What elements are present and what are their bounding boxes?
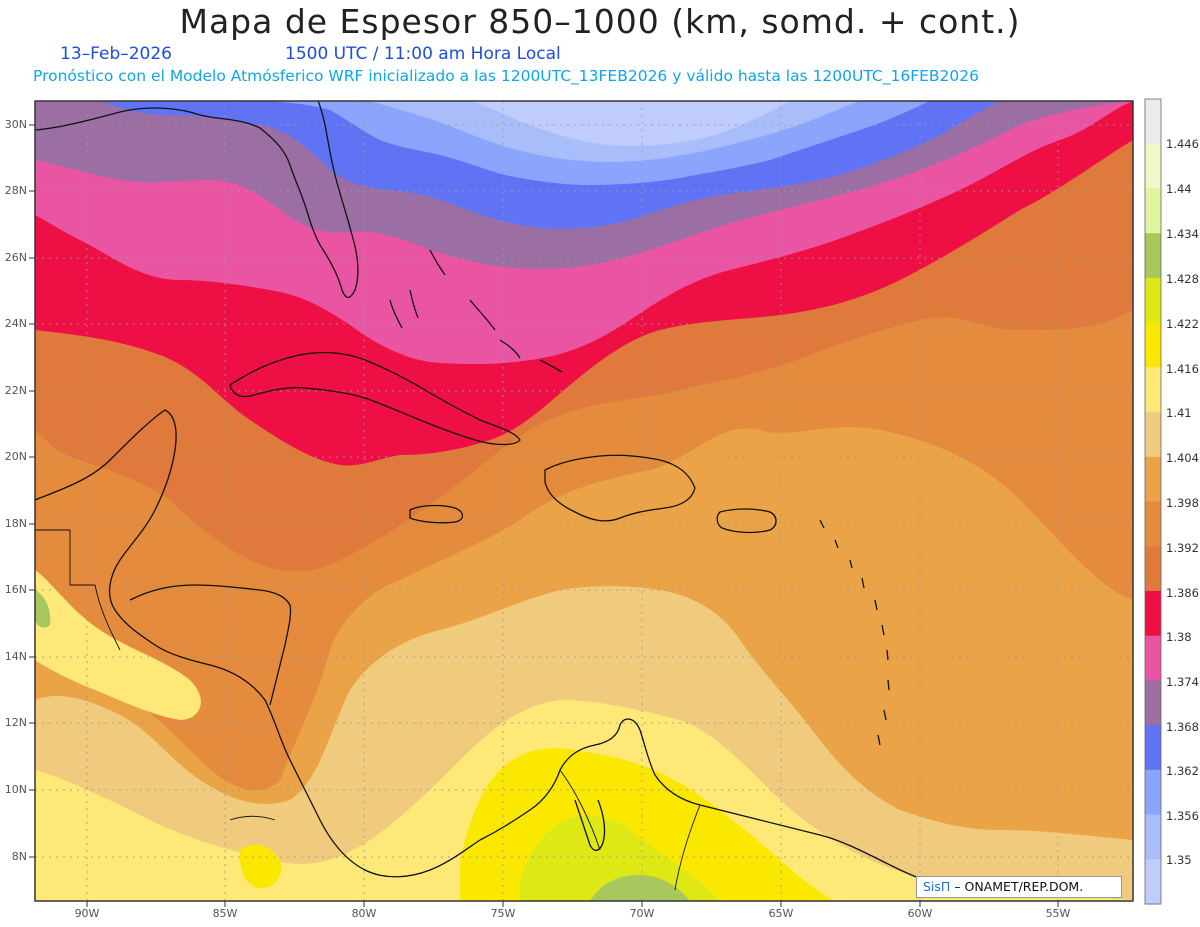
colorbar-swatch xyxy=(1145,188,1161,234)
colorbar-label: 1.386 xyxy=(1166,586,1199,600)
border-nicaragua-costa-rica xyxy=(229,815,276,821)
colorbar-label: 1.434 xyxy=(1166,227,1199,241)
lon-label: 55W xyxy=(1045,907,1071,920)
colorbar-swatch xyxy=(1145,456,1161,503)
colorbar-swatch xyxy=(1145,725,1161,771)
lat-lon-grid xyxy=(35,101,1133,901)
colorbar-swatch xyxy=(1145,546,1161,592)
colorbar-label: 1.416 xyxy=(1166,362,1199,376)
band-coastal-green xyxy=(35,590,51,628)
border-venezuela-guyana xyxy=(674,804,701,891)
colorbar-swatch xyxy=(1145,501,1161,547)
colorbar-swatch xyxy=(1145,277,1161,324)
colorbar-swatch xyxy=(1145,814,1161,860)
colorbar-swatch xyxy=(1145,769,1161,816)
lon-label: 70W xyxy=(629,907,655,920)
lon-label: 60W xyxy=(907,907,933,920)
colorbar-swatch xyxy=(1145,143,1161,190)
lat-label: 24N xyxy=(4,317,27,330)
colorbar xyxy=(1144,98,1162,905)
lat-label: 18N xyxy=(4,517,27,530)
border-central-america xyxy=(94,584,121,651)
colorbar-label: 1.392 xyxy=(1166,541,1199,555)
political-borders xyxy=(35,529,701,891)
coastline-honduras xyxy=(129,584,292,706)
coastline-florida xyxy=(35,101,359,299)
band-costarica-yellow xyxy=(239,844,282,889)
coastline-cuba xyxy=(229,351,521,446)
colorbar-swatch xyxy=(1145,412,1161,458)
band-1-428 xyxy=(590,874,690,901)
lon-label: 90W xyxy=(74,907,100,920)
lat-label: 12N xyxy=(4,716,27,729)
colorbar-label: 1.404 xyxy=(1166,451,1199,465)
lon-label: 85W xyxy=(212,907,238,920)
colorbar-label: 1.38 xyxy=(1166,630,1192,644)
lat-label: 20N xyxy=(4,450,27,463)
coastlines xyxy=(35,101,1001,892)
colorbar-label: 1.44 xyxy=(1166,182,1192,196)
lon-label: 80W xyxy=(351,907,377,920)
forecast-time: 1500 UTC / 11:00 am Hora Local xyxy=(285,44,561,64)
colorbar-swatch xyxy=(1145,680,1161,726)
coastline-jamaica xyxy=(409,504,464,524)
lat-label: 22N xyxy=(4,384,27,397)
lat-label: 10N xyxy=(4,783,27,796)
lat-label: 8N xyxy=(11,850,27,863)
coastline-central-america xyxy=(35,409,481,878)
colorbar-label: 1.362 xyxy=(1166,764,1199,778)
map-title: Mapa de Espesor 850–1000 (km, somd. + co… xyxy=(179,2,1021,41)
border-mexico-guatemala xyxy=(35,529,95,586)
coastline-hispaniola xyxy=(544,454,696,522)
coastline-south-america xyxy=(479,718,1001,892)
colorbar-label: 1.374 xyxy=(1166,675,1199,689)
lat-label: 16N xyxy=(4,583,27,596)
colorbar-swatch xyxy=(1145,322,1161,368)
forecast-date: 13–Feb–2026 xyxy=(60,44,172,64)
colorbar-swatch xyxy=(1145,859,1161,905)
coastline-bahamas xyxy=(389,249,563,373)
axis-ticks xyxy=(29,124,1059,907)
map-frame xyxy=(34,100,1134,902)
colorbar-swatch xyxy=(1145,635,1161,681)
colorbar-label: 1.422 xyxy=(1166,317,1199,331)
colorbar-label: 1.41 xyxy=(1166,406,1192,420)
colorbar-swatch xyxy=(1145,367,1161,413)
coastline-puerto-rico xyxy=(716,508,777,534)
lat-label: 14N xyxy=(4,650,27,663)
colorbar-label: 1.398 xyxy=(1166,496,1199,510)
colorbar-label: 1.446 xyxy=(1166,137,1199,151)
coastline-lesser-antilles xyxy=(819,519,890,746)
colorbar-swatch xyxy=(1145,233,1161,279)
colorbar-swatch xyxy=(1145,590,1161,637)
colorbar-label: 1.35 xyxy=(1166,853,1192,867)
credit-brand: SisΠ xyxy=(923,879,951,894)
lon-label: 75W xyxy=(490,907,516,920)
lat-label: 30N xyxy=(4,118,27,131)
coastline-lake-maracaibo xyxy=(574,799,606,851)
colorbar-label: 1.428 xyxy=(1166,272,1199,286)
colorbar-frame xyxy=(1144,98,1162,905)
credit-box: SisΠ – ONAMET/REP.DOM. xyxy=(916,876,1122,898)
colorbar-label: 1.356 xyxy=(1166,809,1199,823)
band-below-1-35 xyxy=(470,101,790,146)
lat-label: 26N xyxy=(4,251,27,264)
lon-label: 65W xyxy=(768,907,794,920)
lat-label: 28N xyxy=(4,184,27,197)
colorbar-swatch xyxy=(1145,99,1161,145)
border-colombia-venezuela xyxy=(559,769,601,851)
forecast-description: Pronóstico con el Modelo Atmósferico WRF… xyxy=(33,67,979,85)
credit-text: – ONAMET/REP.DOM. xyxy=(954,879,1084,894)
band-1-422 xyxy=(520,815,720,901)
colorbar-label: 1.368 xyxy=(1166,720,1199,734)
